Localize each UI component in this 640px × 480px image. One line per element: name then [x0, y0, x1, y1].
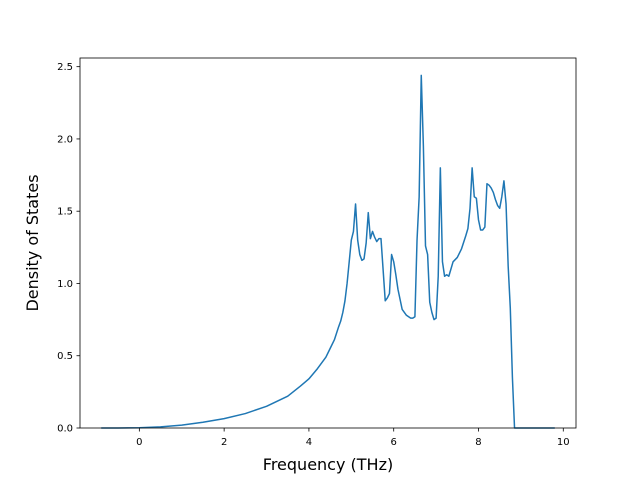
plot-area	[80, 58, 576, 428]
x-axis-ticks: 0 2 4 6 8 10	[136, 428, 570, 448]
x-tick-label: 4	[306, 437, 312, 448]
x-tick-label: 6	[391, 437, 397, 448]
y-tick-label: 1.0	[57, 279, 73, 290]
y-axis-ticks: 0.0 0.5 1.0 1.5 2.0 2.5	[57, 62, 80, 435]
y-axis-title: Density of States	[23, 174, 42, 311]
y-tick-label: 0.0	[57, 424, 73, 435]
plot-frame	[79, 57, 577, 429]
x-tick-label: 8	[475, 437, 481, 448]
dos-line	[101, 74, 555, 429]
y-tick-label: 2.5	[57, 62, 73, 73]
y-tick-label: 2.0	[57, 134, 73, 145]
x-tick-label: 2	[221, 437, 227, 448]
x-axis-title: Frequency (THz)	[263, 455, 393, 474]
y-tick-label: 1.5	[57, 207, 73, 218]
x-tick-label: 10	[557, 437, 570, 448]
x-tick-label: 0	[136, 437, 142, 448]
y-tick-label: 0.5	[57, 351, 73, 362]
